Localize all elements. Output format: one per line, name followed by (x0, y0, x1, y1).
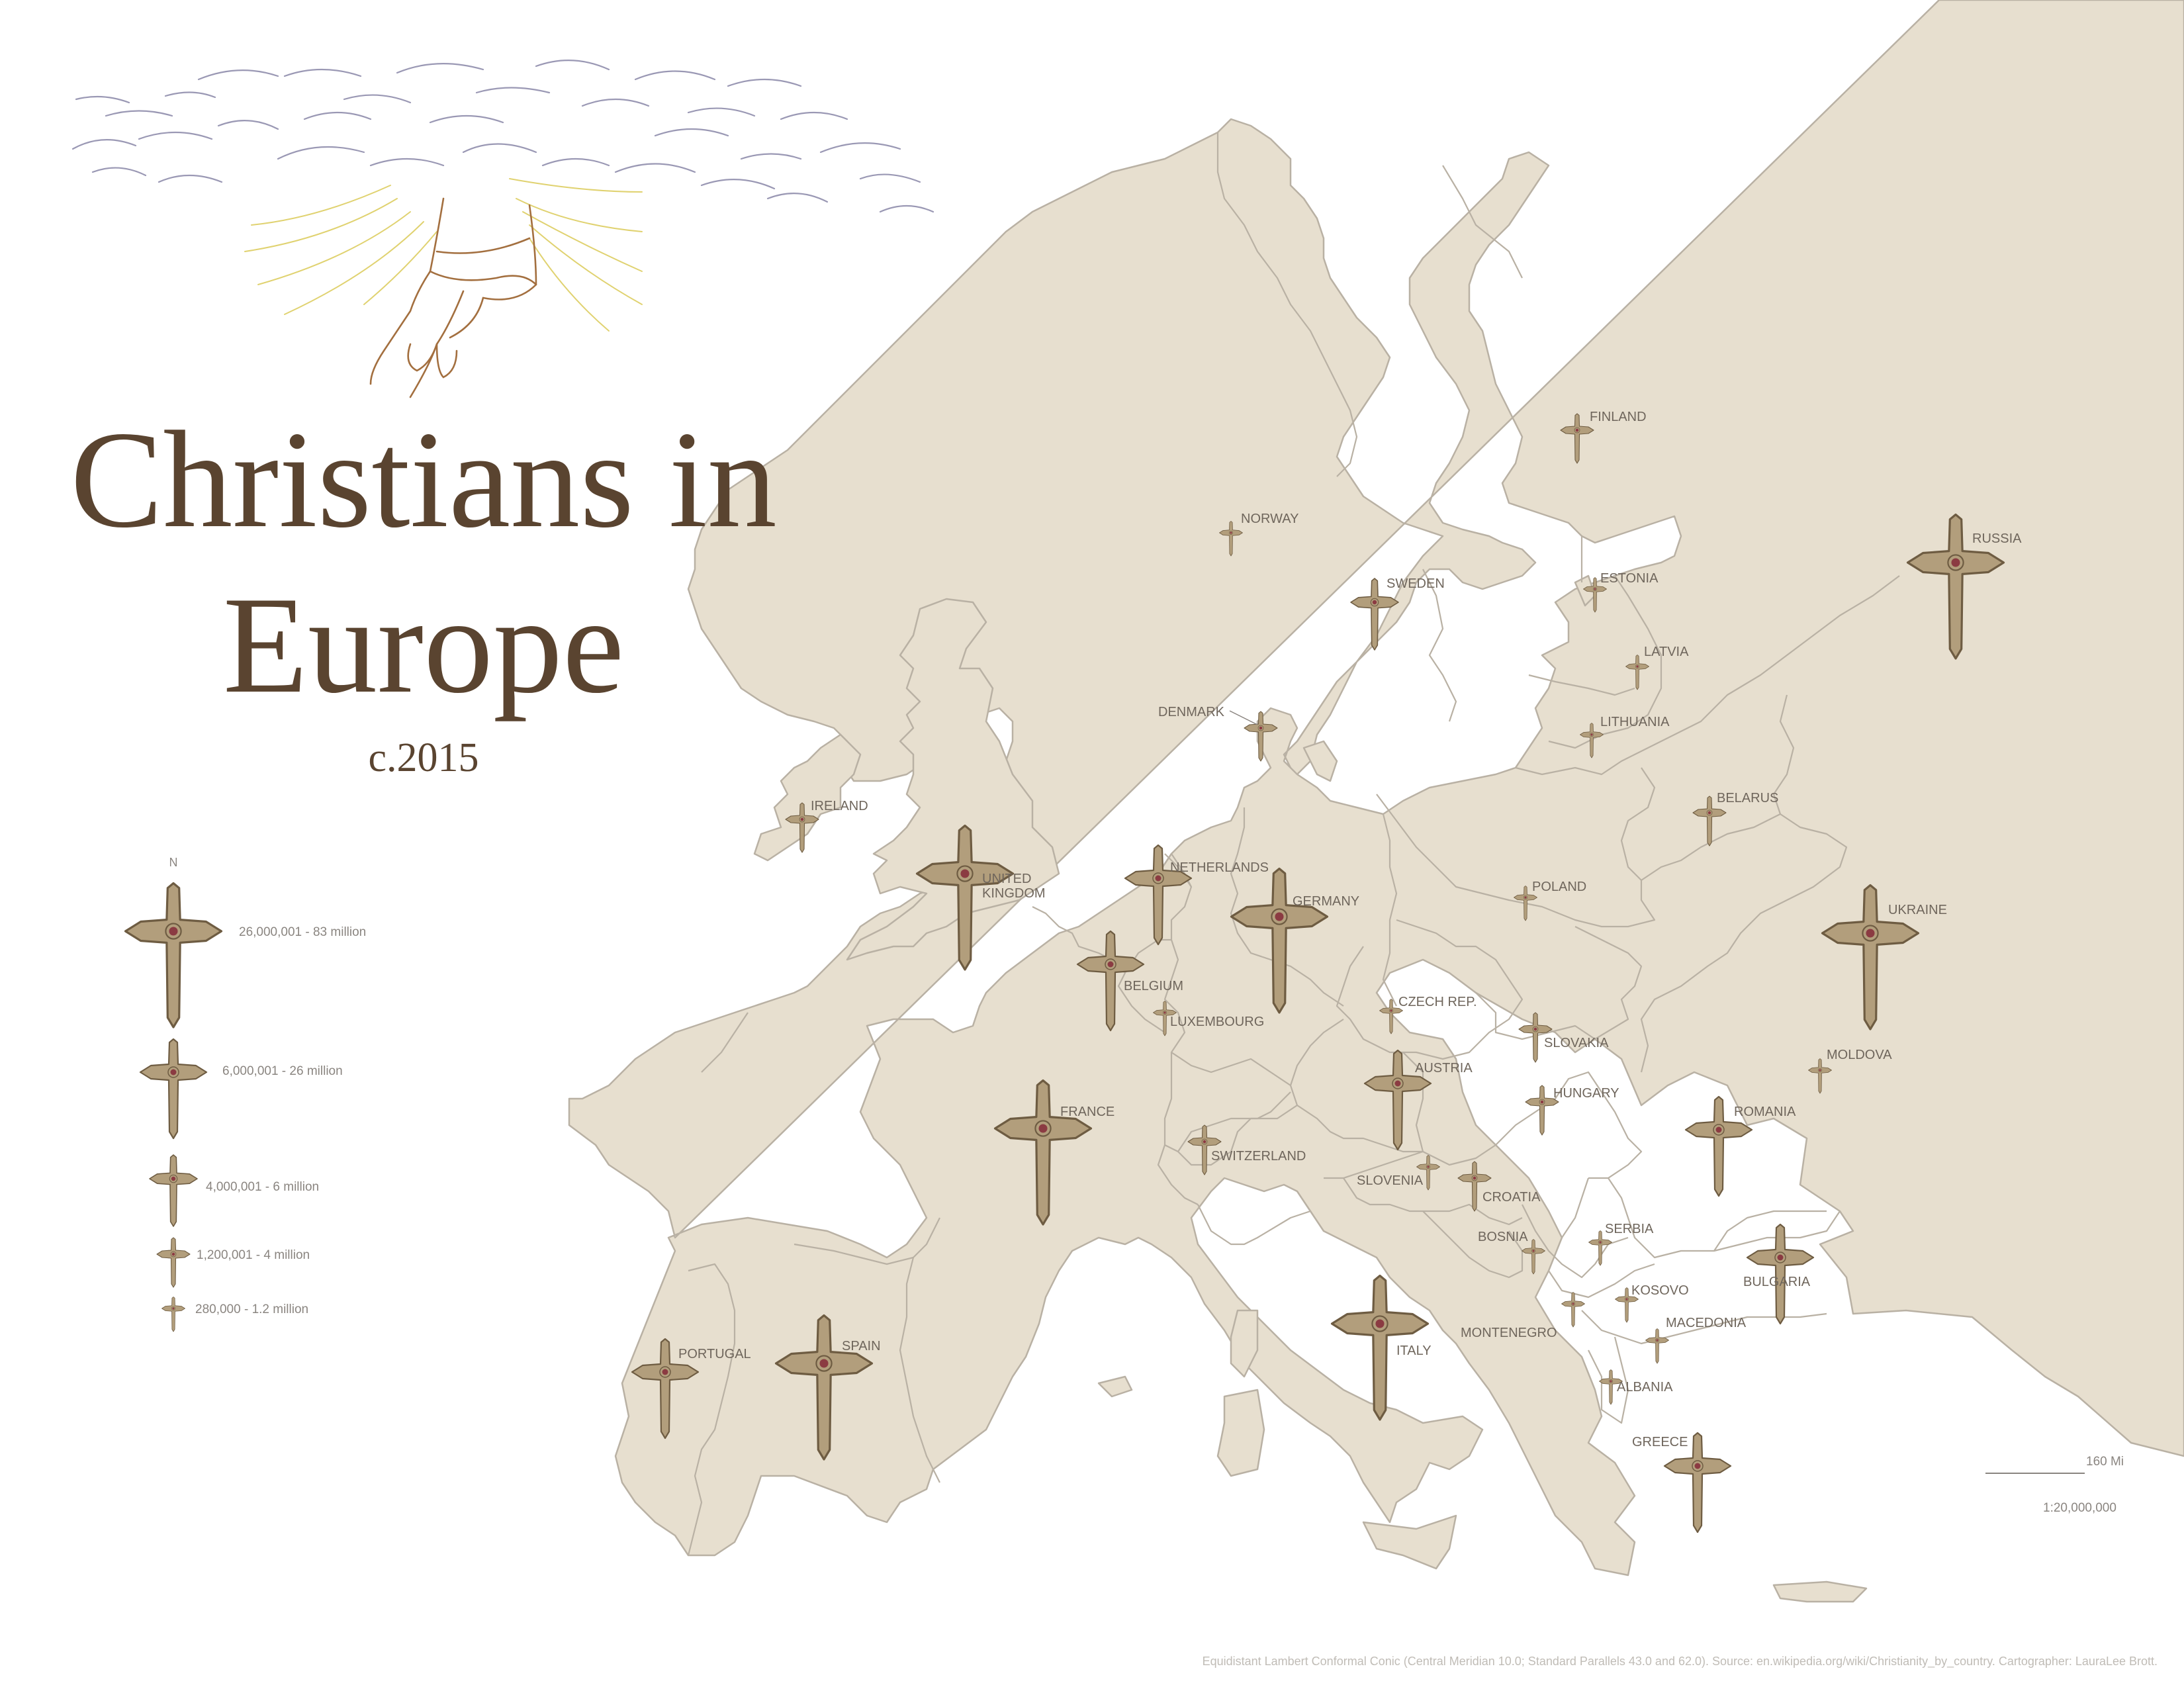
country-label-norway: NORWAY (1241, 512, 1298, 526)
scale-distance: 160 Mi (2086, 1455, 2124, 1469)
legend-cross-level-1 (161, 1297, 185, 1332)
country-label-russia: RUSSIA (1972, 531, 2022, 546)
legend-cross-level-5 (124, 882, 223, 1028)
legend-symbols (124, 882, 223, 1332)
cross-symbol-bulgaria (1746, 1223, 1815, 1325)
title-line-2: Europe (222, 569, 625, 722)
country-label-slovenia: SLOVENIA (1357, 1173, 1424, 1188)
country-label-czech-rep: CZECH REP. (1398, 995, 1477, 1009)
country-label-netherlands: NETHERLANDS (1170, 860, 1269, 875)
country-label-macedonia: MACEDONIA (1666, 1316, 1747, 1330)
land-balearic (1097, 1375, 1133, 1398)
country-label-lithuania: LITHUANIA (1600, 715, 1670, 729)
country-label-austria: AUSTRIA (1415, 1061, 1473, 1075)
title-line-1: Christians in (70, 403, 777, 557)
country-label-romania: ROMANIA (1734, 1105, 1796, 1119)
legend-label-level-5: 26,000,001 - 83 million (239, 925, 367, 939)
country-label-portugal: PORTUGAL (678, 1347, 751, 1361)
cloud-hand-illustration (71, 60, 934, 398)
country-label-sweden: SWEDEN (1387, 576, 1445, 591)
country-label-ukraine: UKRAINE (1888, 903, 1947, 917)
country-label-united-kingdom: UNITED KINGDOM (982, 872, 1046, 901)
cross-symbol-macedonia (1645, 1328, 1669, 1364)
country-label-italy: ITALY (1396, 1344, 1432, 1358)
land-masses (568, 0, 2184, 1603)
country-label-ireland: IRELAND (811, 799, 868, 813)
map-subtitle: c.2015 (368, 735, 479, 780)
country-labels: FINLAND NORWAY SWEDEN RUSSIA ESTONIA LATVIA DE… (678, 410, 2022, 1449)
legend-label-level-2: 1,200,001 - 4 million (197, 1248, 310, 1262)
country-label-serbia: SERBIA (1605, 1222, 1654, 1236)
land-sicily (1362, 1514, 1457, 1570)
country-label-greece: GREECE (1632, 1435, 1688, 1449)
source-note: Equidistant Lambert Conformal Conic (Cen… (1202, 1655, 2158, 1668)
country-label-switzerland: SWITZERLAND (1211, 1149, 1306, 1164)
land-danish-islands (1302, 740, 1338, 782)
legend-label-level-1: 280,000 - 1.2 million (195, 1303, 309, 1316)
country-label-estonia: ESTONIA (1600, 571, 1659, 586)
land-sardinia (1216, 1389, 1265, 1477)
land-corsica (1230, 1309, 1259, 1378)
country-label-albania: ALBANIA (1617, 1380, 1673, 1394)
map-title: Christians in Europe (40, 397, 807, 728)
country-label-luxembourg: LUXEMBOURG (1170, 1015, 1264, 1029)
country-label-bosnia: BOSNIA (1478, 1230, 1528, 1244)
country-borders (687, 132, 1900, 1556)
country-label-montenegro: MONTENEGRO (1461, 1326, 1557, 1340)
legend-north-label: N (169, 856, 178, 869)
country-label-poland: POLAND (1532, 880, 1586, 894)
country-label-latvia: LATVIA (1644, 645, 1689, 659)
scale-ratio: 1:20,000,000 (2043, 1501, 2116, 1515)
country-label-hungary: HUNGARY (1553, 1086, 1619, 1101)
legend-cross-level-4 (139, 1038, 208, 1140)
country-label-kosovo: KOSOVO (1631, 1283, 1689, 1298)
country-label-slovakia: SLOVAKIA (1544, 1036, 1609, 1050)
legend-cross-level-3 (149, 1154, 198, 1227)
land-ireland (753, 733, 862, 862)
country-label-finland: FINLAND (1590, 410, 1647, 424)
country-label-germany: GERMANY (1293, 894, 1359, 909)
country-label-croatia: CROATIA (1482, 1190, 1541, 1205)
legend-cross-level-2 (156, 1237, 191, 1288)
cross-symbol-montenegro (1561, 1292, 1585, 1328)
country-label-belarus: BELARUS (1717, 791, 1778, 805)
country-label-denmark: DENMARK (1158, 705, 1225, 719)
land-crete (1772, 1580, 1868, 1603)
country-label-spain: SPAIN (842, 1339, 881, 1353)
legend-label-level-4: 6,000,001 - 26 million (222, 1064, 343, 1078)
country-label-moldova: MOLDOVA (1827, 1048, 1892, 1062)
country-label-france: FRANCE (1060, 1105, 1115, 1119)
legend-label-level-3: 4,000,001 - 6 million (206, 1180, 320, 1194)
country-label-belgium: BELGIUM (1124, 979, 1183, 993)
country-label-bulgaria: BULGARIA (1743, 1275, 1811, 1289)
leader-line (1229, 710, 1258, 725)
land-continental-europe (568, 0, 2184, 1577)
